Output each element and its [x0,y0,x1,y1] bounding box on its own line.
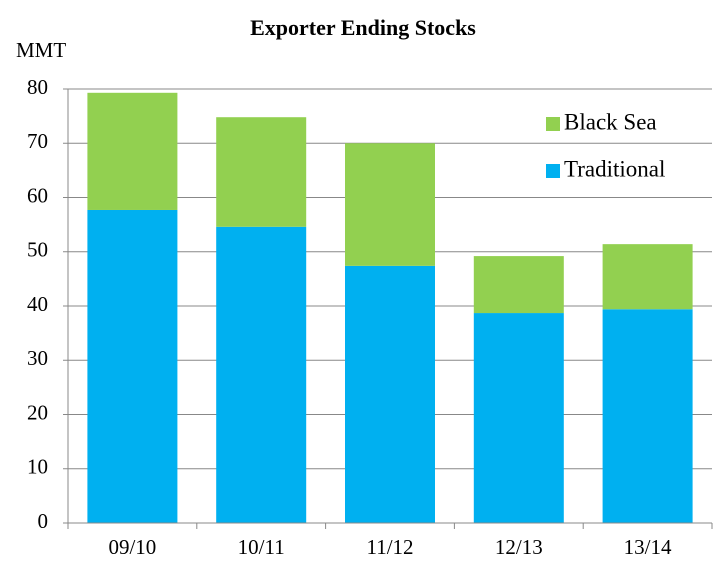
bar-segment [473,313,564,523]
legend-swatch [546,117,560,131]
y-tick-label: 0 [38,509,49,533]
x-tick-label: 10/11 [238,535,285,559]
bar-segment [602,244,693,310]
y-axis-label: MMT [16,38,66,62]
x-tick-label: 12/13 [495,535,543,559]
y-tick-label: 10 [27,455,48,479]
legend-swatch [546,164,560,178]
chart-title: Exporter Ending Stocks [250,15,476,40]
y-tick-label: 40 [27,292,48,316]
y-tick-label: 20 [27,400,48,424]
x-tick-label: 13/14 [624,535,672,559]
bar-segment [345,143,435,266]
bar-segment [216,226,307,524]
bar-segment [473,256,564,314]
bar-segment [345,265,435,523]
y-tick-label: 50 [27,238,48,262]
y-tick-label: 30 [27,346,48,370]
legend-label: Black Sea [564,109,657,134]
bar-segment [602,309,693,523]
y-tick-label: 70 [27,129,48,153]
legend-label: Traditional [564,156,665,181]
y-tick-label: 60 [27,183,48,207]
x-tick-label: 11/12 [366,535,413,559]
bar-segment [216,117,307,227]
y-tick-label: 80 [27,75,48,99]
x-tick-label: 09/10 [108,535,156,559]
bar-segment [87,209,178,524]
bar-segment [87,92,178,210]
